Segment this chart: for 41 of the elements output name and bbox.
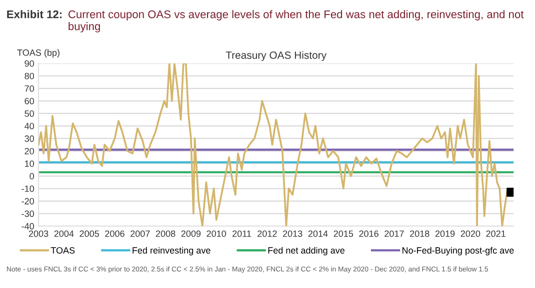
chart-subtitle: Current coupon OAS vs average levels of when the Fed was net adding, reinvesting, and not buying — [68, 10, 524, 32]
x-tick-label: 2009 — [181, 230, 201, 237]
x-tick-label: 2016 — [359, 230, 378, 237]
y-tick-label: 30 — [24, 135, 34, 142]
y-tick-label: 80 — [24, 72, 34, 80]
x-tick-label: 2020 — [460, 230, 480, 237]
y-tick-label: 60 — [24, 98, 34, 104]
y-axis-title: TOAS (bp) — [17, 49, 60, 58]
legend-label: Fed reinvesting ave — [132, 246, 210, 256]
y-tick-label: -10 — [22, 185, 34, 192]
x-tick-label: 2021 — [486, 230, 506, 237]
legend-label: No-Fed-Buying post-gfc ave — [402, 246, 514, 256]
y-tick-label: 20 — [24, 148, 34, 154]
x-tick-label: 2003 — [28, 230, 48, 237]
y-tick-label: -40 — [22, 223, 34, 230]
x-tick-label: 2019 — [435, 230, 455, 237]
x-tick-label: 2006 — [105, 230, 124, 237]
chart-title: Exhibit 12: — [7, 10, 62, 18]
y-tick-label: -20 — [22, 198, 34, 204]
x-tick-label: 2007 — [130, 230, 150, 237]
y-tick-label: 40 — [24, 122, 34, 130]
x-tick-label: 2015 — [334, 230, 354, 237]
x-tick-label: 2011 — [232, 230, 252, 237]
y-tick-label: 0 — [30, 172, 34, 180]
text: Treasury OAS History — [226, 51, 326, 61]
y-tick-label: 50 — [24, 110, 34, 117]
x-tick-label: 2012 — [258, 230, 277, 237]
x-tick-label: 2005 — [80, 230, 99, 237]
legend-label: TOAS — [50, 247, 75, 254]
x-tick-label: 2008 — [156, 230, 176, 237]
legend-label: Fed net adding ave — [268, 246, 344, 256]
y-tick-label: -30 — [22, 210, 34, 217]
x-tick-label: 2018 — [410, 230, 430, 237]
x-tick-label: 2017 — [384, 230, 404, 237]
x-tick-label: 2013 — [282, 230, 302, 237]
x-tick-label: 2014 — [308, 230, 328, 237]
y-tick-label: 10 — [25, 160, 34, 167]
x-tick-label: 2010 — [206, 230, 226, 237]
y-tick-label: 90 — [24, 60, 34, 67]
x-tick-label: 2004 — [54, 230, 74, 237]
y-tick-label: 70 — [24, 85, 34, 92]
